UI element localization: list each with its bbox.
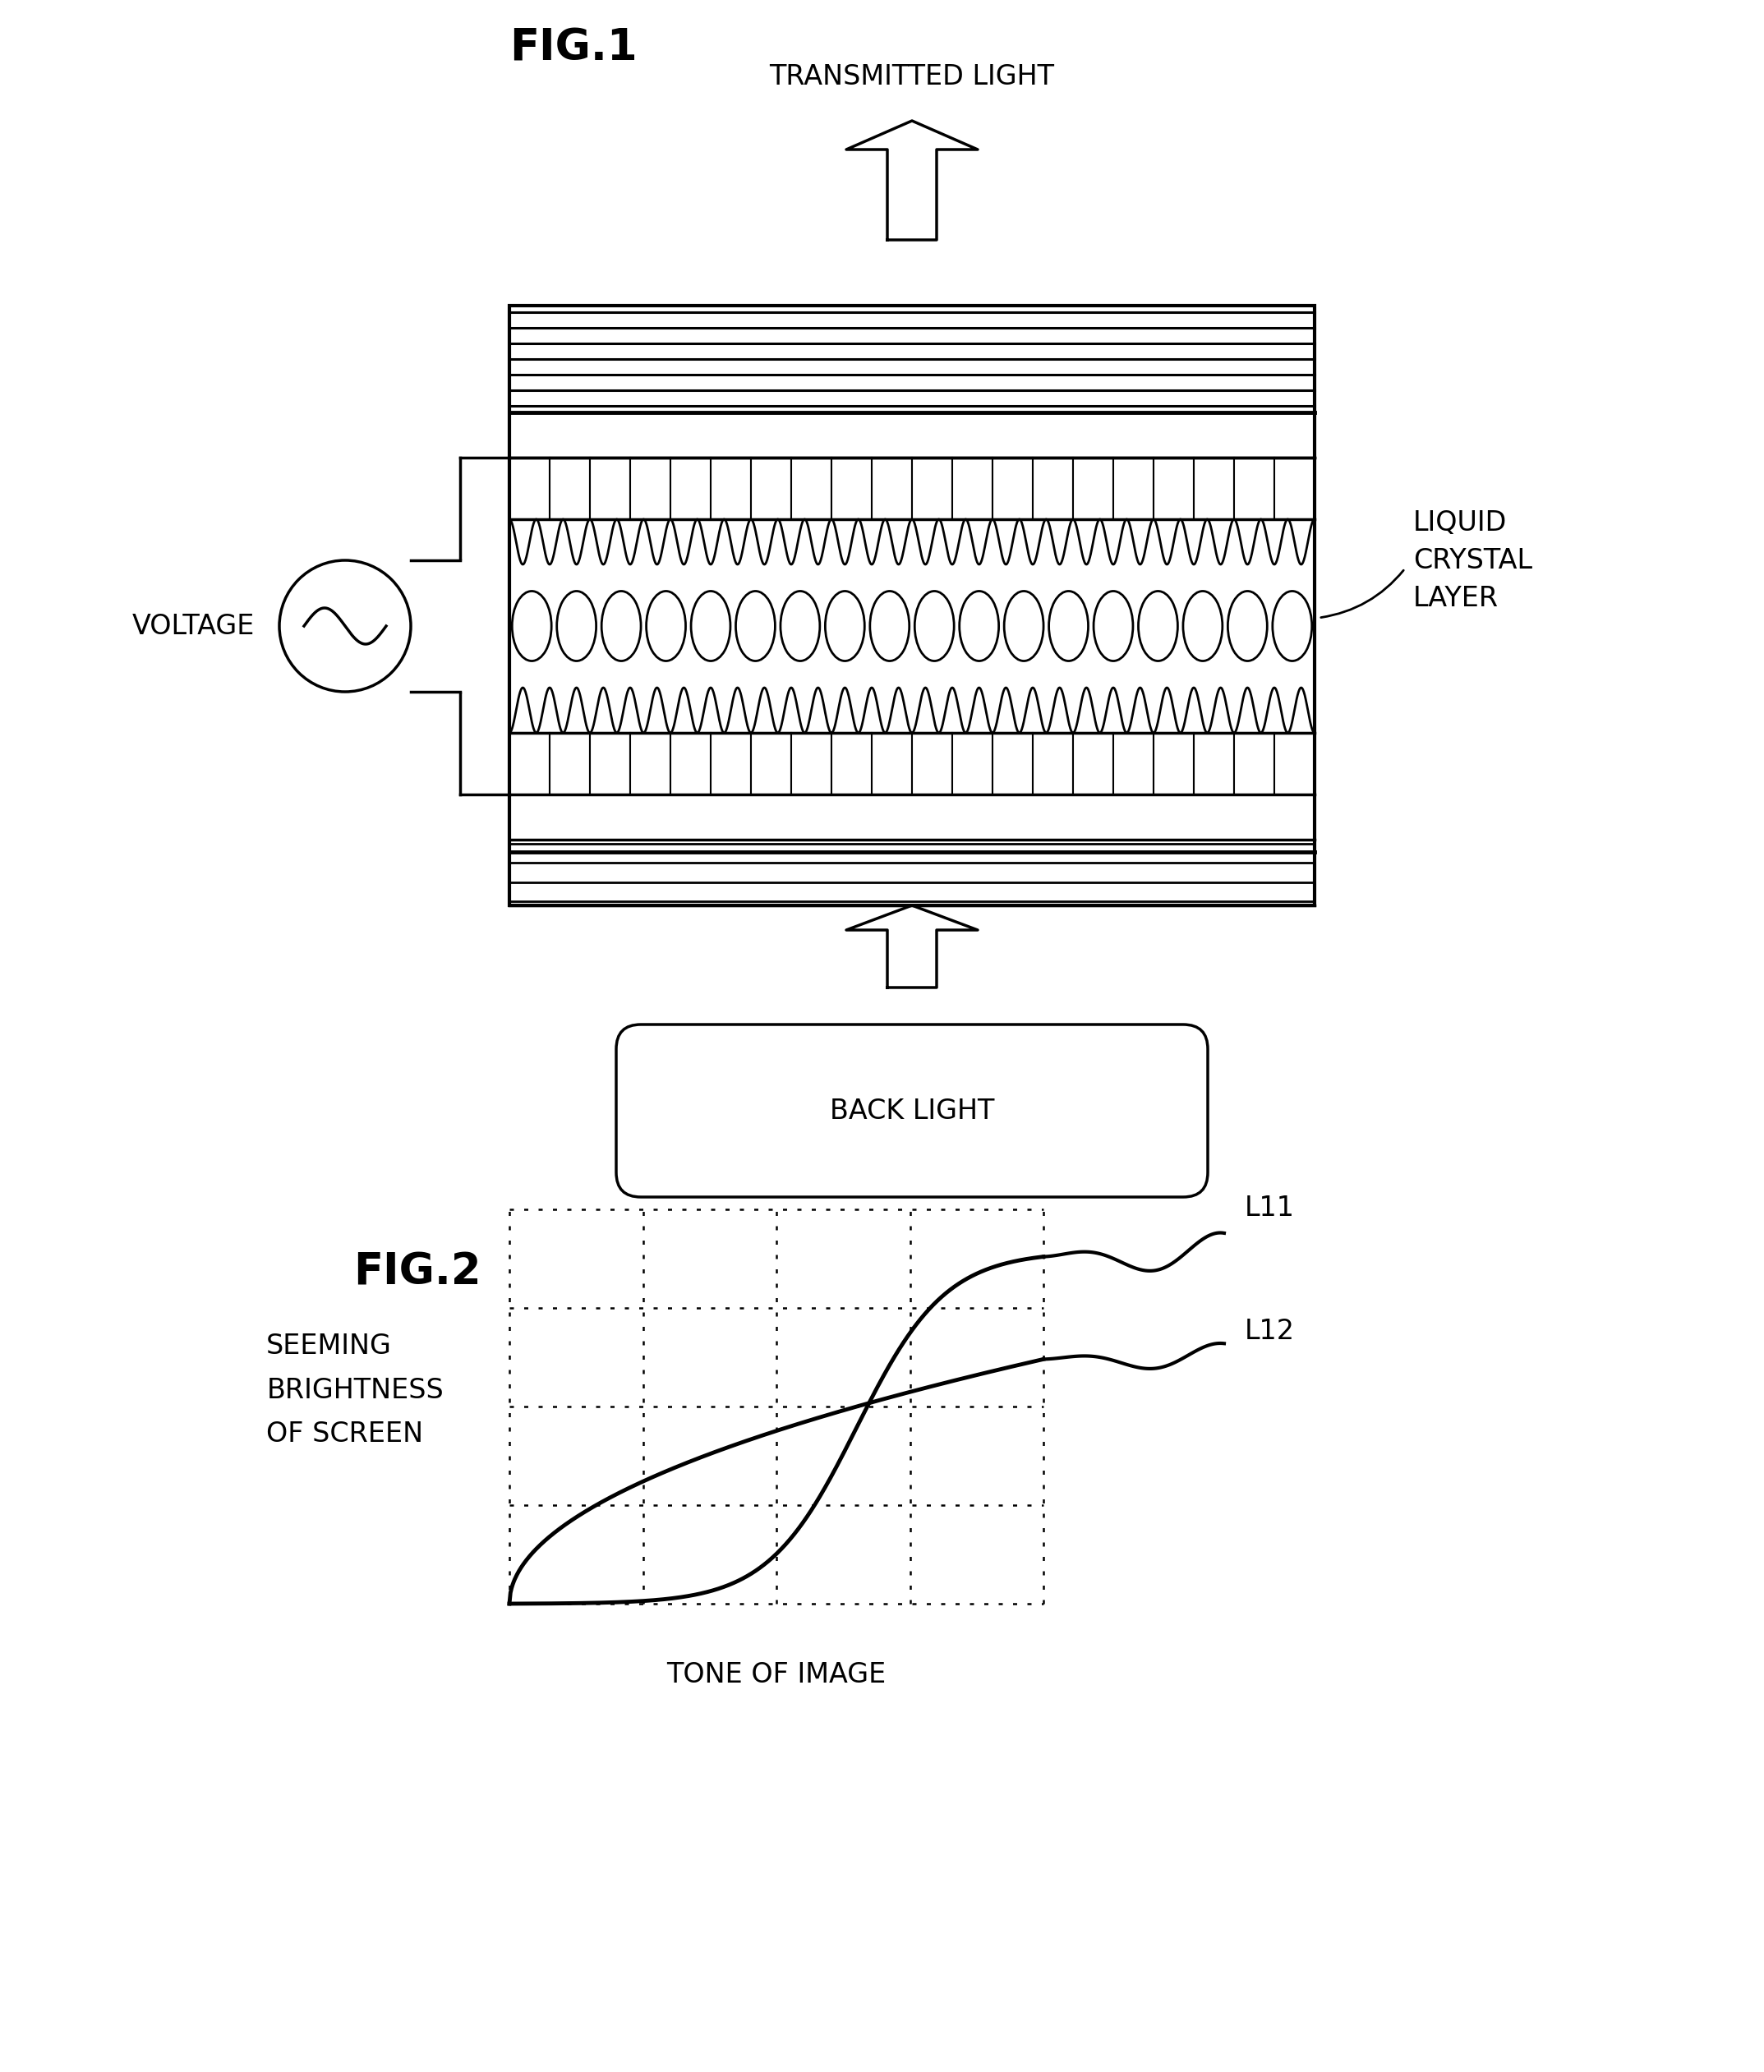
- Bar: [550, 458, 589, 520]
- Bar: [1113, 733, 1154, 794]
- Bar: [953, 733, 993, 794]
- Text: SEEMING
BRIGHTNESS
OF SCREEN: SEEMING BRIGHTNESS OF SCREEN: [266, 1332, 445, 1448]
- Bar: [1073, 733, 1113, 794]
- Ellipse shape: [1094, 591, 1132, 661]
- Text: BACK LIGHT: BACK LIGHT: [829, 1098, 995, 1125]
- Bar: [630, 733, 670, 794]
- Bar: [589, 458, 630, 520]
- Bar: [792, 458, 831, 520]
- Text: VOLTAGE: VOLTAGE: [132, 613, 254, 640]
- Bar: [670, 733, 711, 794]
- Text: L11: L11: [1245, 1196, 1295, 1222]
- FancyBboxPatch shape: [616, 1024, 1208, 1198]
- Bar: [912, 458, 953, 520]
- Ellipse shape: [1050, 591, 1088, 661]
- Ellipse shape: [602, 591, 640, 661]
- Text: FIG.1: FIG.1: [510, 27, 637, 68]
- Ellipse shape: [960, 591, 998, 661]
- Bar: [871, 458, 912, 520]
- Ellipse shape: [1184, 591, 1222, 661]
- Bar: [1032, 733, 1073, 794]
- Text: TONE OF IMAGE: TONE OF IMAGE: [667, 1662, 886, 1689]
- Bar: [670, 458, 711, 520]
- Text: TRANSMITTED LIGHT: TRANSMITTED LIGHT: [769, 64, 1055, 91]
- Ellipse shape: [691, 591, 730, 661]
- Bar: [510, 733, 550, 794]
- Circle shape: [279, 559, 411, 692]
- Bar: [1154, 458, 1194, 520]
- Bar: [871, 733, 912, 794]
- Bar: [1235, 733, 1274, 794]
- Bar: [1113, 458, 1154, 520]
- Ellipse shape: [1272, 591, 1312, 661]
- Ellipse shape: [780, 591, 820, 661]
- Bar: [912, 733, 953, 794]
- Bar: [589, 733, 630, 794]
- Text: LIQUID
CRYSTAL
LAYER: LIQUID CRYSTAL LAYER: [1413, 510, 1533, 611]
- Bar: [792, 733, 831, 794]
- Bar: [1274, 733, 1314, 794]
- Ellipse shape: [1004, 591, 1044, 661]
- Bar: [831, 458, 871, 520]
- Text: FIG.2: FIG.2: [353, 1249, 482, 1293]
- Ellipse shape: [826, 591, 864, 661]
- Bar: [751, 733, 792, 794]
- Bar: [1073, 458, 1113, 520]
- Bar: [1235, 458, 1274, 520]
- Text: L12: L12: [1245, 1318, 1295, 1345]
- Ellipse shape: [916, 591, 954, 661]
- Bar: [993, 733, 1032, 794]
- Bar: [1194, 458, 1235, 520]
- Ellipse shape: [646, 591, 686, 661]
- Bar: [953, 458, 993, 520]
- Bar: [550, 733, 589, 794]
- Bar: [510, 307, 1314, 905]
- Bar: [1032, 458, 1073, 520]
- Bar: [993, 458, 1032, 520]
- Bar: [1154, 733, 1194, 794]
- Bar: [711, 458, 751, 520]
- Ellipse shape: [870, 591, 908, 661]
- Ellipse shape: [1138, 591, 1178, 661]
- Ellipse shape: [512, 591, 552, 661]
- Bar: [1274, 458, 1314, 520]
- Bar: [831, 733, 871, 794]
- Ellipse shape: [557, 591, 596, 661]
- Ellipse shape: [1228, 591, 1267, 661]
- Polygon shape: [847, 905, 977, 988]
- Bar: [751, 458, 792, 520]
- Bar: [630, 458, 670, 520]
- Ellipse shape: [736, 591, 774, 661]
- Bar: [1194, 733, 1235, 794]
- Bar: [510, 458, 550, 520]
- Bar: [711, 733, 751, 794]
- Polygon shape: [847, 120, 977, 240]
